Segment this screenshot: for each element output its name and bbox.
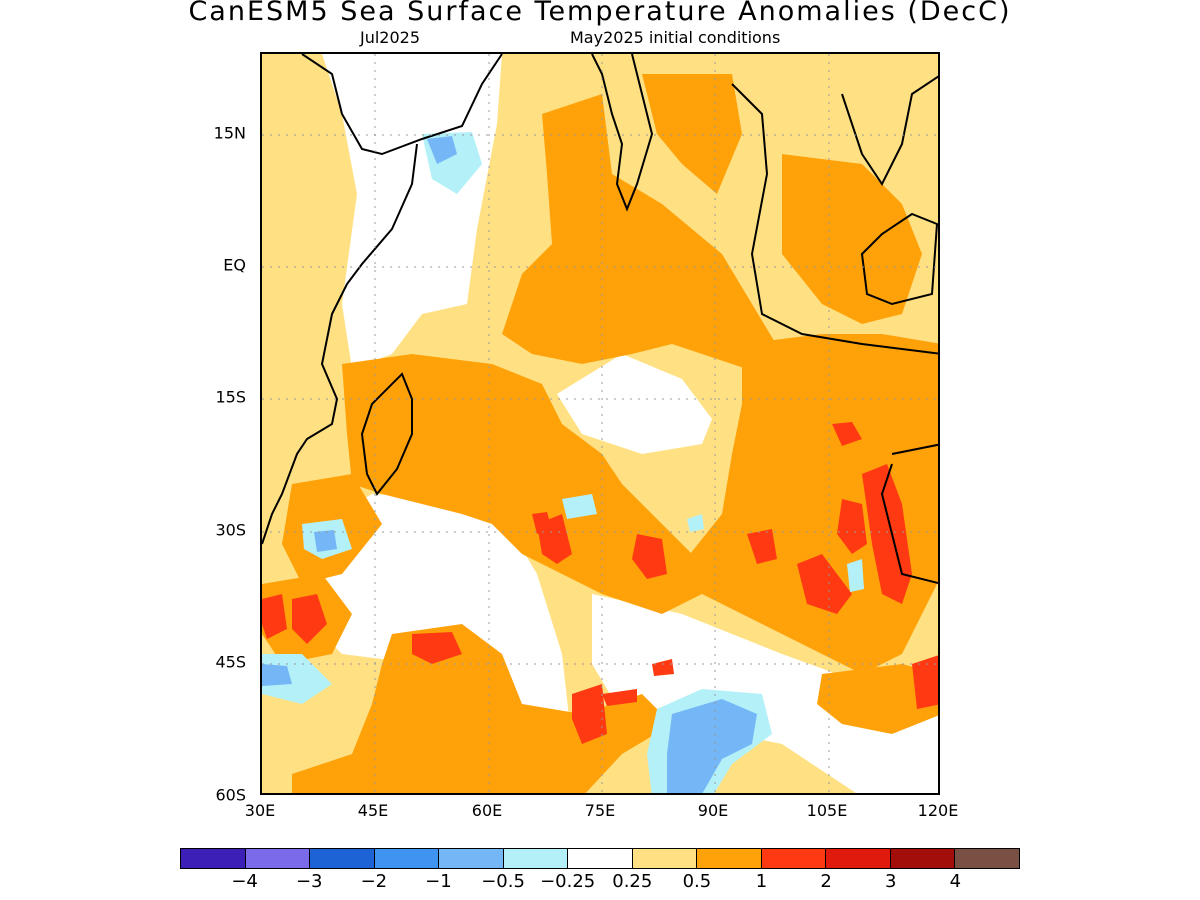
lon-label-45e: 45E	[357, 801, 389, 820]
initial-conditions: May2025 initial conditions	[570, 28, 781, 47]
graticule	[262, 54, 938, 793]
colorbar-label: −3	[295, 871, 323, 892]
forecast-month: Jul2025	[360, 28, 421, 47]
colorbar-label: 0.5	[682, 871, 712, 892]
map-canvas	[262, 54, 938, 793]
colorbar-swatch	[374, 849, 440, 868]
colorbar-swatch	[439, 849, 504, 868]
strong-warm-regions	[262, 422, 938, 744]
colorbar-swatch	[826, 849, 891, 868]
colorbar-label: 2	[820, 871, 832, 892]
sst-anomaly-map	[260, 52, 940, 795]
lon-label-75e: 75E	[584, 801, 616, 820]
colorbar-swatch	[632, 849, 698, 868]
lat-label-15n: 15N	[213, 123, 246, 143]
colorbar-label: −0.25	[540, 871, 596, 892]
colorbar-swatch	[697, 849, 762, 868]
moderate-cool-regions	[262, 136, 757, 793]
lat-label-60s: 60S	[215, 785, 246, 805]
colorbar-swatch	[568, 849, 633, 868]
colorbar-label: 4	[949, 871, 962, 892]
colorbar-swatch	[761, 849, 827, 868]
lon-label-105e: 105E	[806, 801, 848, 820]
colorbar-swatch	[955, 849, 1019, 868]
colorbar-label: −0.5	[481, 871, 525, 892]
colorbar-label: 3	[885, 871, 897, 892]
colorbar-swatch	[890, 849, 956, 868]
lon-label-30e: 30E	[244, 801, 276, 820]
colorbar-swatch	[503, 849, 569, 868]
coastlines	[262, 54, 938, 585]
colorbar-label: 0.25	[612, 871, 653, 892]
colorbar-swatch	[181, 849, 246, 868]
lon-label-60e: 60E	[471, 801, 503, 820]
colorbar-label: 1	[755, 871, 768, 892]
colorbar	[180, 848, 1020, 869]
lat-label-45s: 45S	[215, 652, 246, 672]
colorbar-label: −4	[231, 871, 258, 892]
colorbar-label: −2	[360, 871, 388, 892]
colorbar-swatch	[310, 849, 375, 868]
lon-label-120e: 120E	[917, 801, 959, 820]
lat-label-15s: 15S	[215, 387, 246, 407]
colorbar-label: −1	[425, 871, 452, 892]
moderate-warm-regions	[262, 74, 938, 793]
lat-label-eq: EQ	[223, 255, 246, 275]
lat-label-30s: 30S	[215, 520, 246, 540]
colorbar-swatch	[245, 849, 311, 868]
lon-label-90e: 90E	[697, 801, 729, 820]
map-title: CanESM5 Sea Surface Temperature Anomalie…	[188, 0, 1012, 27]
